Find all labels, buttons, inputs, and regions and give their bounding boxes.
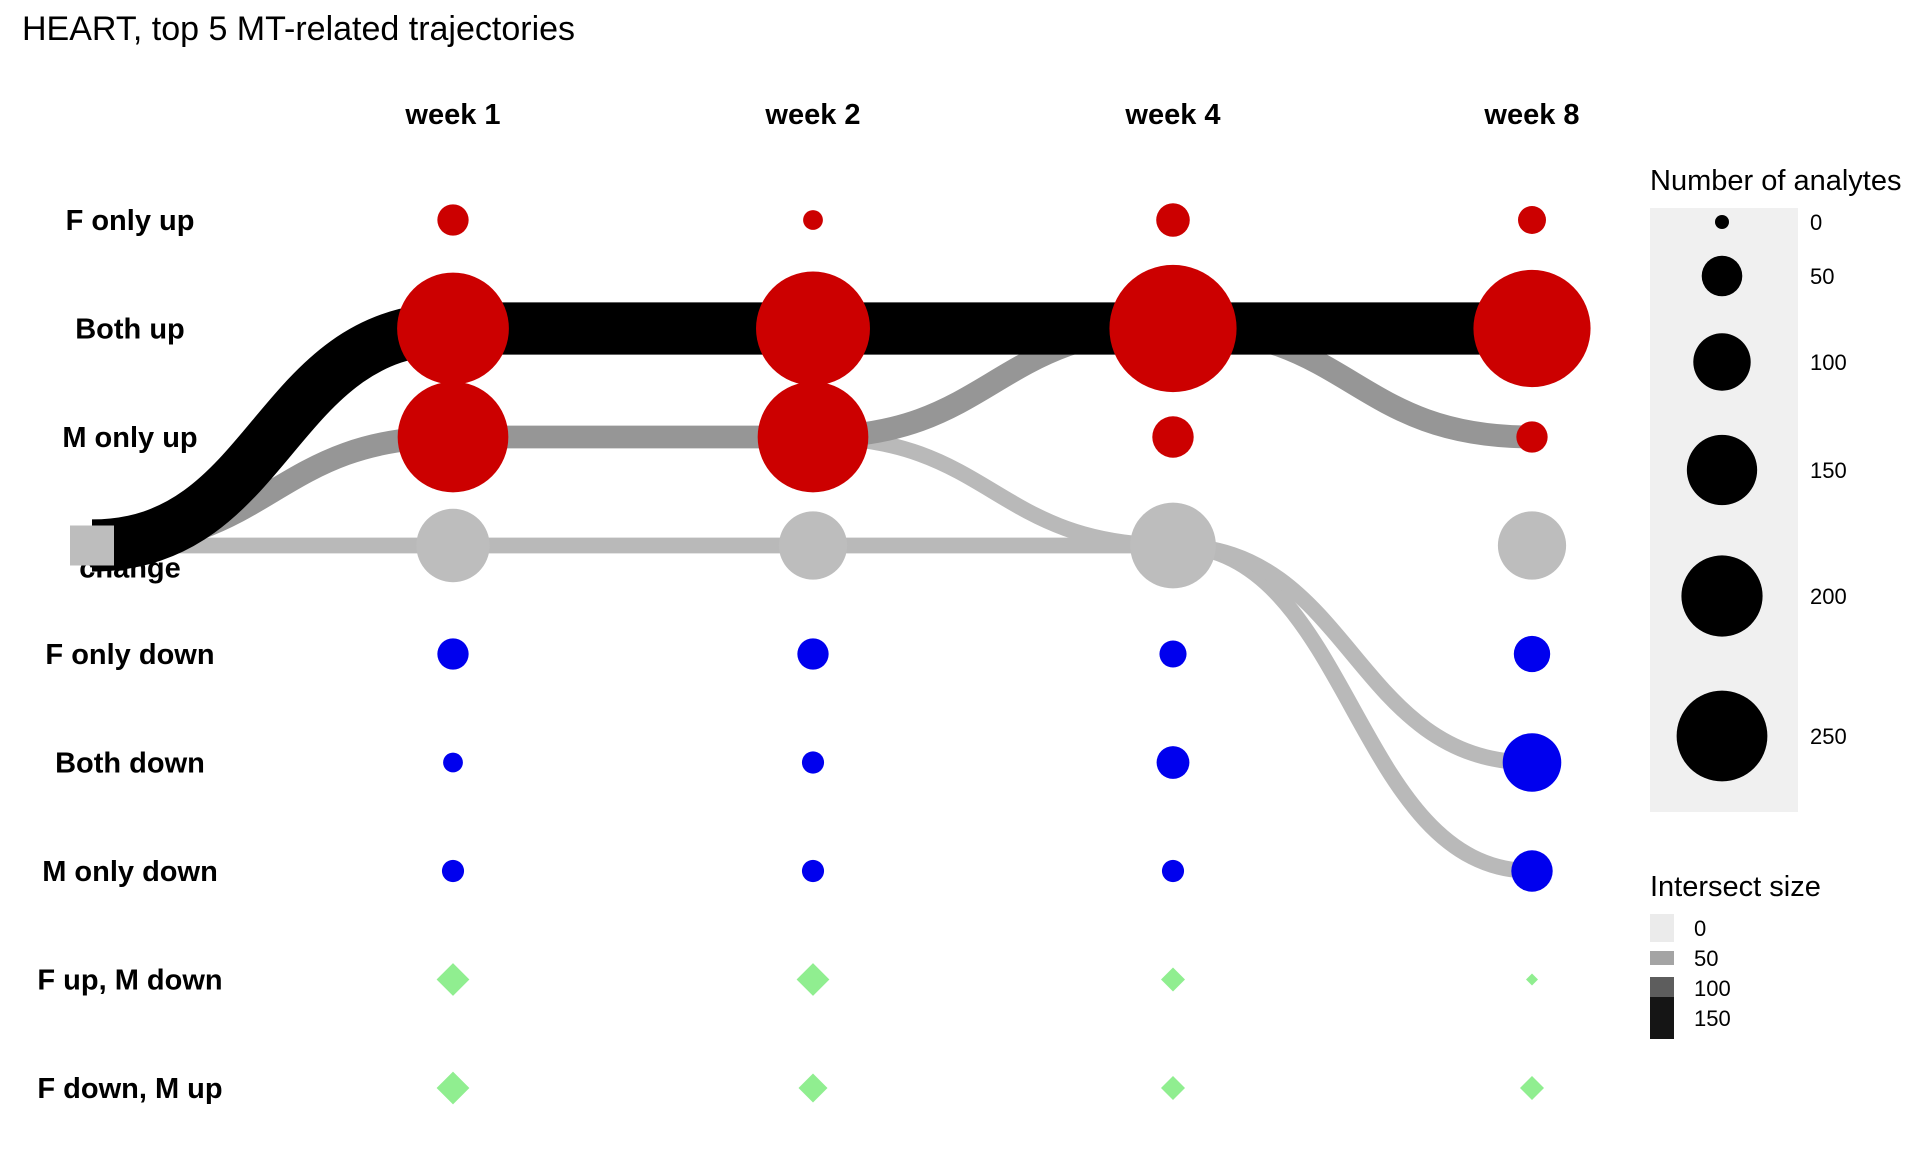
- row-label-2: M only up: [62, 422, 197, 454]
- size-legend-key-2: [1693, 333, 1751, 391]
- color-legend-key-3: [1650, 997, 1674, 1039]
- marker-0-0: [437, 204, 469, 236]
- size-legend-key-4: [1681, 555, 1763, 637]
- size-legend-title: Number of analytes: [1650, 165, 1901, 197]
- color-legend-key-2: [1650, 977, 1674, 999]
- marker-7-2: [1161, 967, 1185, 992]
- marker-5-2: [1156, 746, 1190, 779]
- size-legend-key-1: [1701, 255, 1743, 297]
- marker-2-2: [1152, 416, 1194, 458]
- column-label-0: week 1: [404, 99, 500, 131]
- start-node-square: [70, 525, 114, 566]
- size-legend-key-3: [1686, 434, 1758, 506]
- marker-8-1: [798, 1073, 828, 1103]
- marker-4-1: [797, 638, 829, 670]
- marker-2-1: [757, 381, 869, 493]
- row-label-0: F only up: [66, 205, 195, 237]
- row-label-7: F up, M down: [37, 965, 222, 997]
- color-legend-title: Intersect size: [1650, 871, 1821, 903]
- marker-7-0: [436, 963, 470, 996]
- row-label-5: Both down: [55, 748, 205, 780]
- marker-0-1: [803, 210, 823, 230]
- row-label-1: Both up: [75, 314, 185, 346]
- row-label-6: M only down: [42, 856, 218, 888]
- marker-0-3: [1518, 206, 1546, 234]
- marker-5-3: [1502, 733, 1562, 792]
- size-legend-label-0: 0: [1810, 210, 1822, 235]
- marker-7-3: [1526, 973, 1538, 986]
- marker-0-2: [1156, 203, 1190, 237]
- size-legend-label-5: 250: [1810, 724, 1847, 749]
- marker-2-3: [1516, 421, 1548, 453]
- size-legend-key-5: [1676, 690, 1768, 782]
- marker-6-3: [1511, 850, 1553, 892]
- marker-3-1: [778, 511, 848, 580]
- row-label-4: F only down: [45, 639, 214, 671]
- marker-2-0: [397, 381, 509, 493]
- marker-3-0: [416, 508, 490, 583]
- column-label-1: week 2: [764, 99, 860, 131]
- column-labels: week 1 week 2 week 4 week 8: [404, 99, 1579, 131]
- chart-title: HEART, top 5 MT-related trajectories: [22, 10, 575, 48]
- marker-8-3: [1520, 1076, 1544, 1100]
- color-legend-label-1: 50: [1694, 946, 1718, 971]
- size-legend: Number of analytes 0 50 100 150 200 250: [1650, 165, 1901, 812]
- color-legend-key-0: [1650, 914, 1674, 942]
- color-legend-label-2: 100: [1694, 976, 1731, 1001]
- size-legend-label-2: 100: [1810, 350, 1847, 375]
- size-legend-label-4: 200: [1810, 584, 1847, 609]
- column-label-2: week 4: [1124, 99, 1220, 131]
- color-legend-label-0: 0: [1694, 916, 1706, 941]
- row-label-8: F down, M up: [37, 1073, 222, 1105]
- analyte-markers: [397, 203, 1591, 1105]
- size-legend-label-1: 50: [1810, 264, 1834, 289]
- size-legend-key-0: [1715, 215, 1729, 229]
- marker-3-3: [1497, 511, 1567, 580]
- marker-7-1: [796, 963, 830, 996]
- marker-8-2: [1161, 1076, 1185, 1100]
- marker-1-1: [756, 271, 870, 386]
- start-node-marker: [70, 525, 114, 566]
- marker-3-2: [1130, 502, 1216, 589]
- marker-8-0: [436, 1071, 470, 1105]
- marker-4-3: [1513, 635, 1551, 673]
- marker-6-1: [801, 859, 825, 883]
- marker-6-0: [441, 859, 465, 883]
- color-legend-key-1: [1650, 951, 1674, 965]
- marker-4-0: [437, 638, 469, 670]
- marker-6-2: [1161, 859, 1185, 883]
- marker-5-1: [801, 751, 825, 774]
- color-legend-label-3: 150: [1694, 1006, 1731, 1031]
- marker-1-2: [1109, 264, 1237, 393]
- trajectory-flow-4: [91, 537, 1533, 771]
- column-label-3: week 8: [1483, 99, 1579, 131]
- color-legend: Intersect size 0 50 100 150: [1650, 871, 1821, 1039]
- marker-4-2: [1159, 640, 1187, 668]
- marker-1-3: [1473, 269, 1591, 388]
- marker-1-0: [397, 272, 509, 385]
- marker-5-0: [443, 752, 463, 773]
- size-legend-label-3: 150: [1810, 458, 1847, 483]
